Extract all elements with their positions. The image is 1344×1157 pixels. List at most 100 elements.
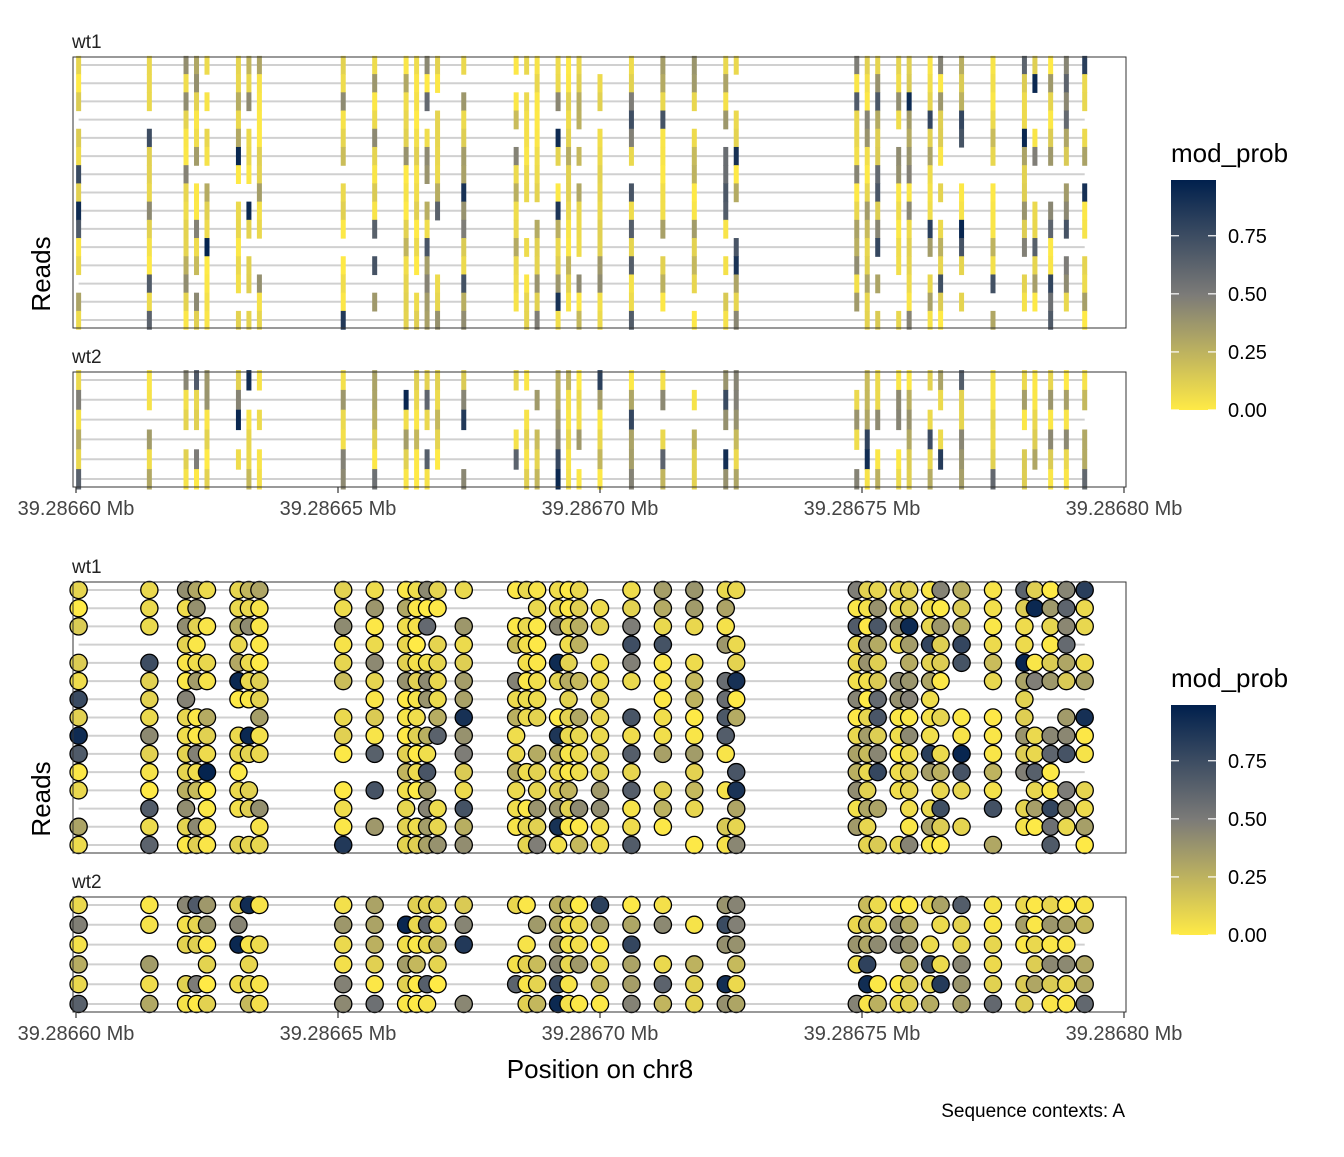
mod-prob-tile <box>461 146 467 166</box>
mod-prob-tile <box>566 370 572 391</box>
mod-prob-tile <box>597 92 603 112</box>
mod-prob-tile <box>597 238 603 257</box>
mod-prob-point <box>333 726 353 745</box>
mod-prob-point <box>983 835 1003 855</box>
mod-prob-point <box>590 708 610 727</box>
mod-prob-tile <box>555 55 561 75</box>
mod-prob-tile <box>854 128 860 148</box>
mod-prob-tile <box>340 449 346 470</box>
mod-prob-point <box>140 835 159 855</box>
mod-prob-point <box>365 580 384 600</box>
mod-prob-point <box>899 598 919 618</box>
mod-prob-tile <box>146 238 152 257</box>
mod-prob-point <box>983 935 1003 954</box>
mod-prob-tile <box>340 274 346 294</box>
mod-prob-tile <box>1048 389 1054 411</box>
mod-prob-tile <box>938 449 944 470</box>
mod-prob-tile <box>372 292 378 312</box>
bottom-legend-title: mod_prob <box>1171 663 1288 693</box>
mod-prob-point <box>250 726 269 745</box>
mod-prob-point <box>1015 690 1034 709</box>
mod-prob-point <box>653 799 673 818</box>
mod-prob-point <box>899 895 919 915</box>
mod-prob-tile <box>875 146 881 166</box>
mod-prob-point <box>140 974 159 994</box>
mod-prob-point <box>622 799 641 818</box>
mod-prob-tile <box>660 201 666 221</box>
mod-prob-tile <box>854 201 860 221</box>
mod-prob-point <box>1075 955 1094 974</box>
mod-prob-tile <box>534 128 540 148</box>
mod-prob-tile <box>864 274 870 294</box>
mod-prob-tile <box>414 449 420 470</box>
mod-prob-tile <box>461 201 467 221</box>
mod-prob-point <box>726 762 746 782</box>
mod-prob-tile <box>414 429 420 450</box>
mod-prob-point <box>983 708 1003 727</box>
mod-prob-tile <box>597 165 603 184</box>
mod-prob-tile <box>204 469 210 490</box>
top-legend: mod_prob 0.00 0.25 0.50 0.75 <box>1171 138 1288 422</box>
mod-prob-tile <box>76 389 82 411</box>
mod-prob-tile <box>597 201 603 221</box>
mod-prob-tile <box>1063 389 1069 411</box>
x-tick-label: 39.28675 Mb <box>804 1023 921 1045</box>
mod-prob-tile <box>854 292 860 312</box>
mod-prob-point <box>952 726 971 745</box>
mod-prob-point <box>250 653 269 673</box>
mod-prob-tile <box>194 256 200 276</box>
mod-prob-point <box>428 580 447 600</box>
mod-prob-tile <box>938 55 944 75</box>
mod-prob-tile <box>864 110 870 130</box>
bottom-wt1-points <box>69 580 1094 855</box>
mod-prob-tile <box>1063 469 1069 490</box>
mod-prob-tile <box>1063 370 1069 391</box>
mod-prob-tile <box>534 92 540 112</box>
mod-prob-tile <box>896 238 902 257</box>
mod-prob-tile <box>723 165 729 184</box>
mod-prob-tile <box>194 310 200 330</box>
mod-prob-point <box>1025 895 1045 915</box>
mod-prob-tile <box>340 429 346 450</box>
mod-prob-point <box>899 726 919 745</box>
mod-prob-point <box>569 744 589 764</box>
mod-prob-tile <box>566 469 572 490</box>
mod-prob-point <box>1057 915 1076 935</box>
mod-prob-tile <box>435 55 441 75</box>
mod-prob-tile <box>534 256 540 276</box>
mod-prob-tile <box>1021 74 1027 93</box>
mod-prob-point <box>454 744 474 764</box>
mod-prob-point <box>983 781 1003 800</box>
mod-prob-tile <box>340 92 346 112</box>
mod-prob-tile <box>566 165 572 184</box>
mod-prob-tile <box>403 110 409 130</box>
mod-prob-tile <box>513 429 519 450</box>
mod-prob-tile <box>76 409 82 431</box>
mod-prob-tile <box>1048 469 1054 490</box>
mod-prob-tile <box>875 128 881 148</box>
mod-prob-tile <box>990 219 996 239</box>
mod-prob-tile <box>927 165 933 184</box>
mod-prob-tile <box>461 238 467 257</box>
mod-prob-point <box>527 690 547 709</box>
mod-prob-point <box>454 799 474 818</box>
mod-prob-tile <box>1021 165 1027 184</box>
legend-tick-label: 0.50 <box>1228 284 1267 306</box>
mod-prob-point <box>250 974 269 994</box>
mod-prob-tile <box>146 274 152 294</box>
mod-prob-tile <box>927 310 933 330</box>
mod-prob-tile <box>906 429 912 450</box>
mod-prob-tile <box>534 469 540 490</box>
mod-prob-point <box>527 915 547 935</box>
mod-prob-point <box>590 617 610 636</box>
mod-prob-point <box>1075 817 1094 837</box>
mod-prob-point <box>1041 762 1060 782</box>
mod-prob-tile <box>723 409 729 431</box>
mod-prob-point <box>653 781 673 800</box>
mod-prob-tile <box>938 274 944 294</box>
bottom-wt2-points <box>69 895 1094 1014</box>
mod-prob-tile <box>524 429 530 450</box>
mod-prob-point <box>685 781 704 800</box>
mod-prob-point <box>653 817 673 837</box>
mod-prob-tile <box>246 201 252 221</box>
